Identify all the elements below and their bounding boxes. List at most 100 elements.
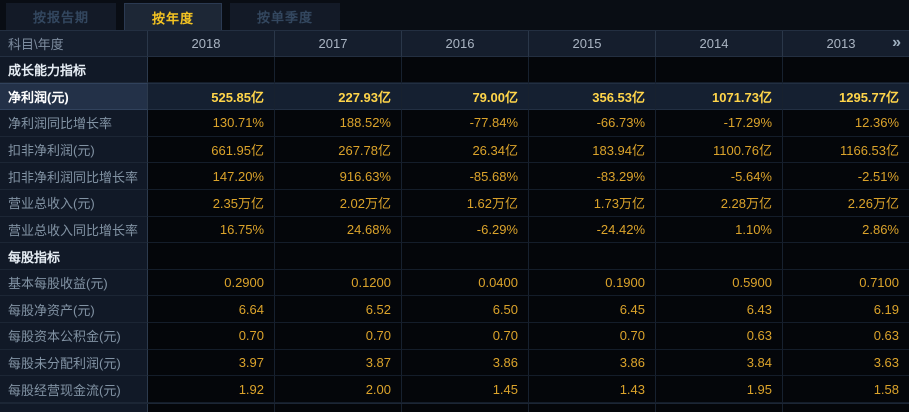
cell-value: -77.84% xyxy=(402,110,529,137)
cell-value: -66.73% xyxy=(529,110,656,137)
cell-value xyxy=(783,56,909,84)
cell-value: 130.71% xyxy=(148,110,275,137)
cell-value: 0.7100 xyxy=(783,269,909,297)
table-row[interactable]: 营业总收入(元) 2.35万亿 2.02万亿 1.62万亿 1.73万亿 2.2… xyxy=(0,189,909,217)
row-label: 净利润(元) xyxy=(0,83,148,111)
more-years-chevron-icon[interactable]: » xyxy=(892,34,901,52)
row-label: 每股未分配利润(元) xyxy=(0,349,148,377)
table-row[interactable]: 每股指标 xyxy=(0,243,909,270)
cell-value: 2.86% xyxy=(783,216,909,244)
cell-value: -83.29% xyxy=(529,163,656,190)
table-row[interactable]: 每股经营现金流(元) 1.92 2.00 1.45 1.43 1.95 1.58 xyxy=(0,376,909,403)
year-header-2017: 2017 xyxy=(275,31,402,57)
cell-value: 16.75% xyxy=(148,216,275,244)
cell-value: 6.45 xyxy=(529,296,656,324)
tab-by-year[interactable]: 按年度 xyxy=(124,3,223,30)
cell-value: 0.5900 xyxy=(656,269,783,297)
year-header-2013: 2013 » xyxy=(783,31,909,57)
cell-value: 1.73万亿 xyxy=(529,189,656,217)
cell-value: 1.45 xyxy=(402,376,529,403)
cell-value xyxy=(783,403,909,412)
table-row[interactable]: 营业总收入同比增长率 16.75% 24.68% -6.29% -24.42% … xyxy=(0,216,909,244)
cell-value: 79.00亿 xyxy=(402,83,529,111)
cell-value: 1.92 xyxy=(148,376,275,403)
cell-value xyxy=(148,56,275,84)
year-header-2018: 2018 xyxy=(148,31,275,57)
table-row[interactable]: 每股净资产(元) 6.64 6.52 6.50 6.45 6.43 6.19 xyxy=(0,296,909,324)
tab-by-report-period[interactable]: 按报告期 xyxy=(6,3,117,30)
table-row[interactable]: 基本每股收益(元) 0.2900 0.1200 0.0400 0.1900 0.… xyxy=(0,269,909,297)
cell-value: 6.43 xyxy=(656,296,783,324)
cell-value: -2.51% xyxy=(783,163,909,190)
year-header-2015: 2015 xyxy=(529,31,656,57)
cell-value: 1295.77亿 xyxy=(783,83,909,111)
cell-value: 916.63% xyxy=(275,163,402,190)
table-row[interactable]: 每股未分配利润(元) 3.97 3.87 3.86 3.86 3.84 3.63 xyxy=(0,349,909,377)
cell-value: 1.43 xyxy=(529,376,656,403)
cell-value: -17.29% xyxy=(656,110,783,137)
cell-value: 1.10% xyxy=(656,216,783,244)
row-label: 营业总收入(元) xyxy=(0,189,148,217)
cell-value xyxy=(529,243,656,270)
row-label: 每股经营现金流(元) xyxy=(0,376,148,403)
row-label xyxy=(0,403,148,412)
row-label: 基本每股收益(元) xyxy=(0,269,148,297)
cell-value: 267.78亿 xyxy=(275,136,402,164)
row-label: 每股指标 xyxy=(0,243,148,270)
table-row[interactable]: 净利润(元) 525.85亿 227.93亿 79.00亿 356.53亿 10… xyxy=(0,83,909,111)
cell-value: -6.29% xyxy=(402,216,529,244)
cell-value: 3.87 xyxy=(275,349,402,377)
period-tabbar: 按报告期 按年度 按单季度 xyxy=(0,0,909,30)
row-label: 营业总收入同比增长率 xyxy=(0,216,148,244)
cell-value: 26.34亿 xyxy=(402,136,529,164)
cell-value: 3.63 xyxy=(783,349,909,377)
year-header-2016: 2016 xyxy=(402,31,529,57)
cell-value xyxy=(275,243,402,270)
cell-value: 0.70 xyxy=(275,323,402,350)
cell-value xyxy=(656,403,783,412)
table-row[interactable]: 成长能力指标 xyxy=(0,56,909,84)
corner-header: 科目\年度 xyxy=(0,31,148,57)
cell-value: 1166.53亿 xyxy=(783,136,909,164)
cell-value: 0.1200 xyxy=(275,269,402,297)
cell-value xyxy=(783,243,909,270)
cell-value: -5.64% xyxy=(656,163,783,190)
cell-value: 1.95 xyxy=(656,376,783,403)
indicators-table: 科目\年度 2018 2017 2016 2015 2014 2013 » 成长… xyxy=(0,30,909,412)
row-label: 净利润同比增长率 xyxy=(0,110,148,137)
cell-value: 0.2900 xyxy=(148,269,275,297)
cell-value: 0.70 xyxy=(402,323,529,350)
cell-value xyxy=(402,403,529,412)
cell-value xyxy=(402,56,529,84)
cell-value: 0.0400 xyxy=(402,269,529,297)
cell-value: 6.19 xyxy=(783,296,909,324)
cell-value xyxy=(275,403,402,412)
cell-value: 12.36% xyxy=(783,110,909,137)
cell-value xyxy=(656,243,783,270)
cell-value: 147.20% xyxy=(148,163,275,190)
cell-value: 3.86 xyxy=(402,349,529,377)
row-label: 每股资本公积金(元) xyxy=(0,323,148,350)
cell-value xyxy=(402,243,529,270)
cell-value: 356.53亿 xyxy=(529,83,656,111)
cell-value: 0.63 xyxy=(656,323,783,350)
cell-value: 2.00 xyxy=(275,376,402,403)
cell-value: 1100.76亿 xyxy=(656,136,783,164)
table-row[interactable]: 每股资本公积金(元) 0.70 0.70 0.70 0.70 0.63 0.63 xyxy=(0,323,909,350)
table-row[interactable]: 扣非净利润(元) 661.95亿 267.78亿 26.34亿 183.94亿 … xyxy=(0,136,909,164)
year-header-2014: 2014 xyxy=(656,31,783,57)
cell-value: 2.02万亿 xyxy=(275,189,402,217)
table-row[interactable]: 净利润同比增长率 130.71% 188.52% -77.84% -66.73%… xyxy=(0,110,909,137)
cell-value: 6.52 xyxy=(275,296,402,324)
cell-value xyxy=(529,403,656,412)
cell-value: 0.63 xyxy=(783,323,909,350)
table-row[interactable]: 扣非净利润同比增长率 147.20% 916.63% -85.68% -83.2… xyxy=(0,163,909,190)
cell-value: 0.70 xyxy=(148,323,275,350)
cell-value: 227.93亿 xyxy=(275,83,402,111)
cell-value: 525.85亿 xyxy=(148,83,275,111)
tab-by-quarter[interactable]: 按单季度 xyxy=(230,3,341,30)
cell-value: 3.84 xyxy=(656,349,783,377)
cell-value: 3.97 xyxy=(148,349,275,377)
cell-value: 3.86 xyxy=(529,349,656,377)
